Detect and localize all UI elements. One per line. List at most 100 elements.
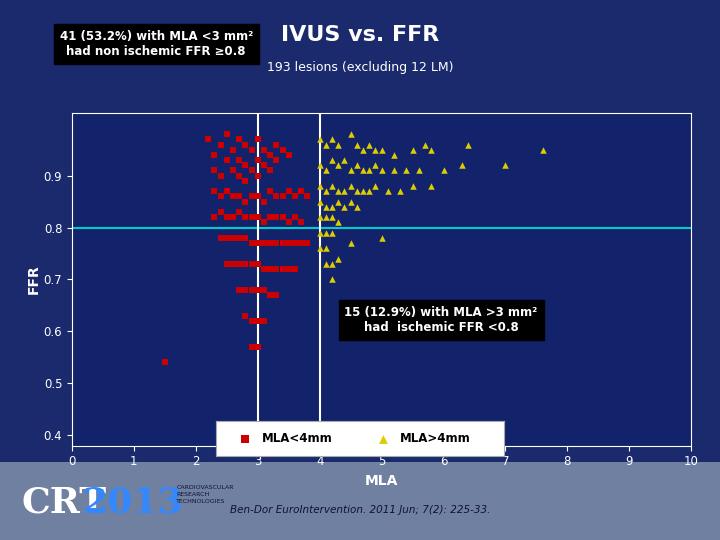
Point xyxy=(376,145,387,154)
Point xyxy=(351,202,363,211)
Point xyxy=(240,286,251,294)
Point xyxy=(407,145,418,154)
Point xyxy=(462,140,474,149)
Point xyxy=(252,156,264,164)
Point xyxy=(314,197,325,206)
Point xyxy=(246,260,257,268)
Point xyxy=(271,192,282,201)
Point xyxy=(376,234,387,242)
Point xyxy=(326,202,338,211)
Point xyxy=(240,213,251,221)
Point xyxy=(302,239,313,247)
Point xyxy=(258,316,270,325)
Point xyxy=(258,145,270,154)
X-axis label: MLA: MLA xyxy=(365,474,398,488)
Point xyxy=(400,166,412,175)
Point xyxy=(283,239,294,247)
Text: CARDIOVASCULAR
RESEARCH
TECHNOLOGIES: CARDIOVASCULAR RESEARCH TECHNOLOGIES xyxy=(176,484,234,504)
Point xyxy=(500,161,511,170)
Point xyxy=(283,187,294,195)
Point xyxy=(326,135,338,144)
Point xyxy=(221,213,233,221)
Point xyxy=(314,213,325,221)
Point xyxy=(388,151,400,159)
Point xyxy=(320,166,332,175)
Point xyxy=(271,239,282,247)
Point xyxy=(426,182,437,191)
Point xyxy=(246,316,257,325)
Text: MLA<4mm: MLA<4mm xyxy=(262,432,333,445)
Point xyxy=(357,145,369,154)
Point xyxy=(233,135,245,144)
Text: 15 (12.9%) with MLA >3 mm²
had  ischemic FFR <0.8: 15 (12.9%) with MLA >3 mm² had ischemic … xyxy=(344,306,538,334)
Point xyxy=(264,265,276,273)
Point xyxy=(345,130,356,138)
Point xyxy=(221,187,233,195)
Point xyxy=(202,135,214,144)
Point xyxy=(240,140,251,149)
Point xyxy=(221,260,233,268)
Point xyxy=(382,187,394,195)
Point xyxy=(345,197,356,206)
Point xyxy=(276,265,288,273)
Point xyxy=(407,182,418,191)
Point xyxy=(338,202,350,211)
Point xyxy=(314,161,325,170)
Text: CRT: CRT xyxy=(22,485,107,519)
Point xyxy=(240,234,251,242)
Point xyxy=(289,213,301,221)
Point xyxy=(283,218,294,227)
Point xyxy=(228,234,239,242)
Point xyxy=(326,213,338,221)
Point xyxy=(357,166,369,175)
Point xyxy=(221,130,233,138)
Point xyxy=(233,192,245,201)
Point xyxy=(333,161,344,170)
Point xyxy=(240,161,251,170)
Point xyxy=(228,260,239,268)
Point xyxy=(357,187,369,195)
Point xyxy=(376,166,387,175)
Point xyxy=(333,140,344,149)
Point xyxy=(314,182,325,191)
Point xyxy=(246,145,257,154)
Y-axis label: FFR: FFR xyxy=(27,265,41,294)
Point xyxy=(215,171,226,180)
Point xyxy=(326,182,338,191)
Point xyxy=(326,275,338,284)
Point xyxy=(456,161,468,170)
Point xyxy=(276,192,288,201)
Point xyxy=(271,213,282,221)
Point xyxy=(338,187,350,195)
Point xyxy=(276,145,288,154)
Point xyxy=(314,228,325,237)
Point xyxy=(258,265,270,273)
Point xyxy=(228,166,239,175)
Point xyxy=(369,161,381,170)
Point xyxy=(616,275,628,284)
Point xyxy=(320,187,332,195)
Point xyxy=(252,316,264,325)
Point xyxy=(351,161,363,170)
Point xyxy=(289,192,301,201)
Point xyxy=(295,218,307,227)
Point xyxy=(302,192,313,201)
Point xyxy=(271,140,282,149)
Point xyxy=(314,244,325,253)
Point xyxy=(252,213,264,221)
Point xyxy=(351,140,363,149)
Point xyxy=(413,166,425,175)
Point xyxy=(338,156,350,164)
Point xyxy=(246,166,257,175)
Point xyxy=(246,286,257,294)
Point xyxy=(326,156,338,164)
Point xyxy=(320,213,332,221)
Point xyxy=(438,166,449,175)
Point xyxy=(215,192,226,201)
Point xyxy=(419,140,431,149)
Point xyxy=(209,213,220,221)
Point xyxy=(333,197,344,206)
Point xyxy=(320,260,332,268)
Point xyxy=(246,213,257,221)
Point xyxy=(233,156,245,164)
